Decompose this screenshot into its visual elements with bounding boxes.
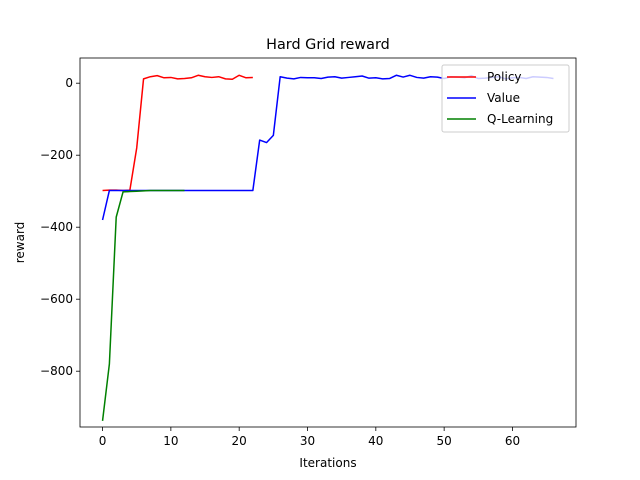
y-tick-label: −600 (40, 292, 73, 306)
chart-title: Hard Grid reward (266, 37, 390, 53)
x-tick-label: 0 (99, 434, 107, 448)
x-tick-label: 20 (232, 434, 247, 448)
legend-entry-0: Policy (487, 70, 522, 84)
x-tick-label: 60 (505, 434, 520, 448)
y-axis-label: reward (13, 222, 27, 264)
legend: Policy Value Q-Learning (441, 64, 570, 133)
y-tick-label: 0 (65, 76, 73, 90)
legend-entry-1: Value (487, 91, 520, 105)
axes-frame (79, 57, 577, 428)
x-tick-label: 30 (300, 434, 315, 448)
x-tick-label: 40 (368, 434, 383, 448)
y-tick-label: −800 (40, 364, 73, 378)
x-axis-ticks: 0 10 20 30 40 50 60 (99, 427, 520, 448)
y-axis-ticks: −800 −600 −400 −200 0 (40, 76, 80, 378)
legend-entry-2: Q-Learning (487, 112, 553, 126)
legend-box (441, 64, 570, 133)
y-tick-label: −400 (40, 220, 73, 234)
series-line-2 (101, 189, 185, 421)
x-tick-label: 50 (437, 434, 452, 448)
y-tick-label: −200 (40, 148, 73, 162)
series-line-0 (102, 74, 253, 192)
x-tick-label: 10 (163, 434, 178, 448)
x-axis-label: Iterations (299, 456, 356, 470)
